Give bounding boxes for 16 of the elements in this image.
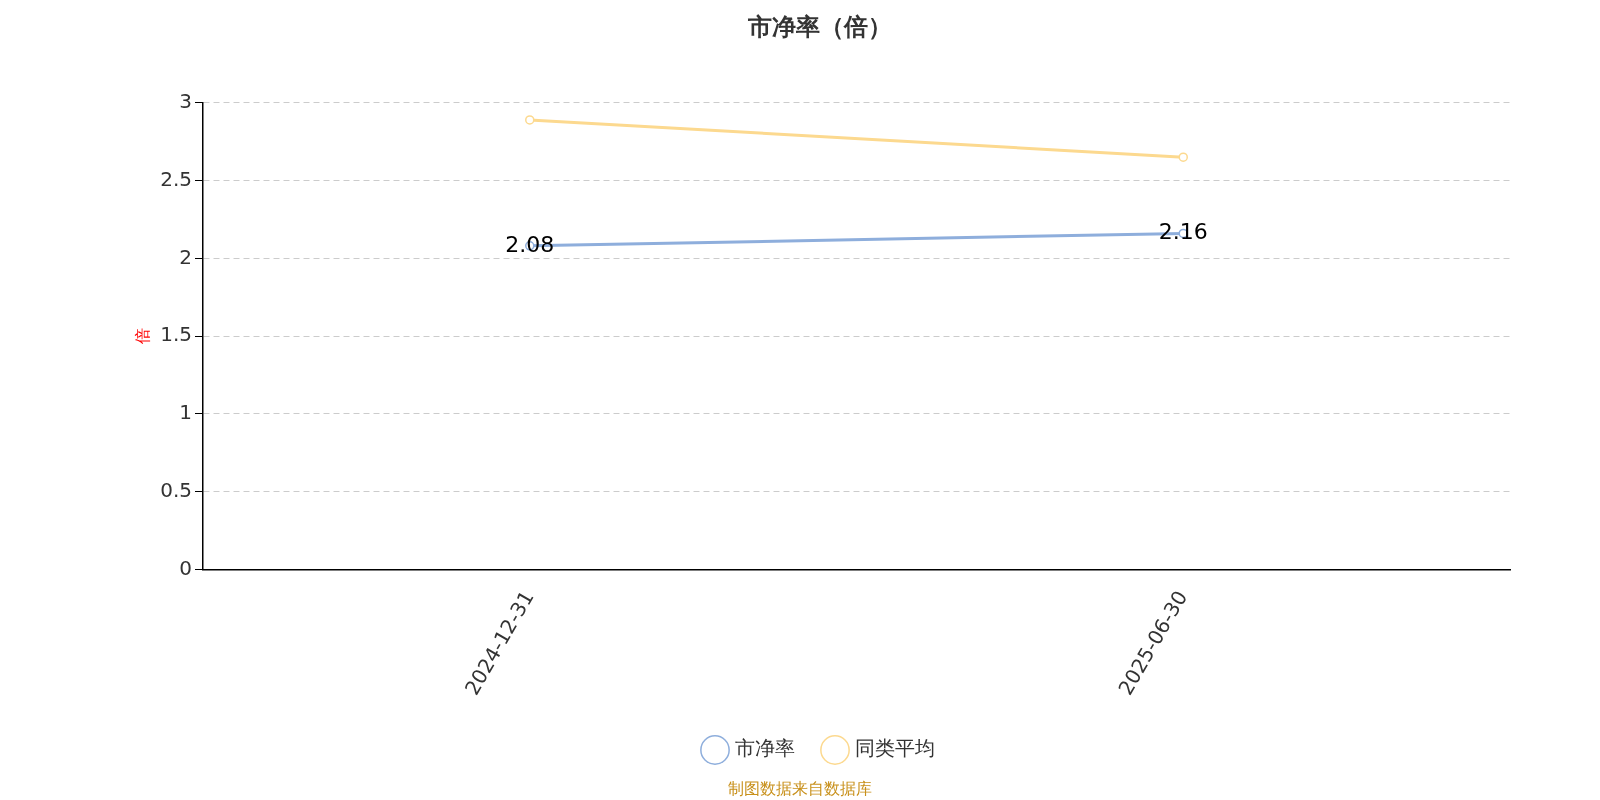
point <box>525 115 535 125</box>
y-tick-label: 2.5 <box>160 166 193 191</box>
y-tick-label: 0 <box>179 555 193 580</box>
y-tick-label: 1.5 <box>160 322 193 347</box>
y-tick-label: 0.5 <box>160 477 193 502</box>
y-tick-label: 3 <box>179 89 193 113</box>
point <box>1178 152 1188 162</box>
y-tick-label: 2 <box>179 244 193 269</box>
y-axis-title: 倍 <box>132 328 152 345</box>
y-tick-label: 1 <box>179 400 193 425</box>
data-label: 2.08 <box>505 231 555 257</box>
legend-label: 市净率 <box>735 736 795 761</box>
text: 制图数据来自数据库 <box>728 779 872 799</box>
chart-title: 市净率（倍） <box>747 12 892 41</box>
data-label: 2.16 <box>1158 219 1208 245</box>
legend-label: 同类平均 <box>855 736 935 761</box>
